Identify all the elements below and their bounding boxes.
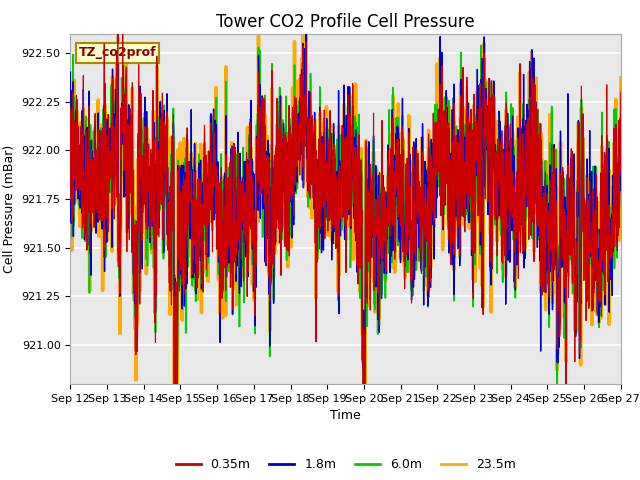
X-axis label: Time: Time <box>330 409 361 422</box>
Y-axis label: Cell Pressure (mBar): Cell Pressure (mBar) <box>3 144 16 273</box>
Legend: 0.35m, 1.8m, 6.0m, 23.5m: 0.35m, 1.8m, 6.0m, 23.5m <box>170 453 521 476</box>
Text: TZ_co2prof: TZ_co2prof <box>79 47 156 60</box>
Title: Tower CO2 Profile Cell Pressure: Tower CO2 Profile Cell Pressure <box>216 12 475 31</box>
